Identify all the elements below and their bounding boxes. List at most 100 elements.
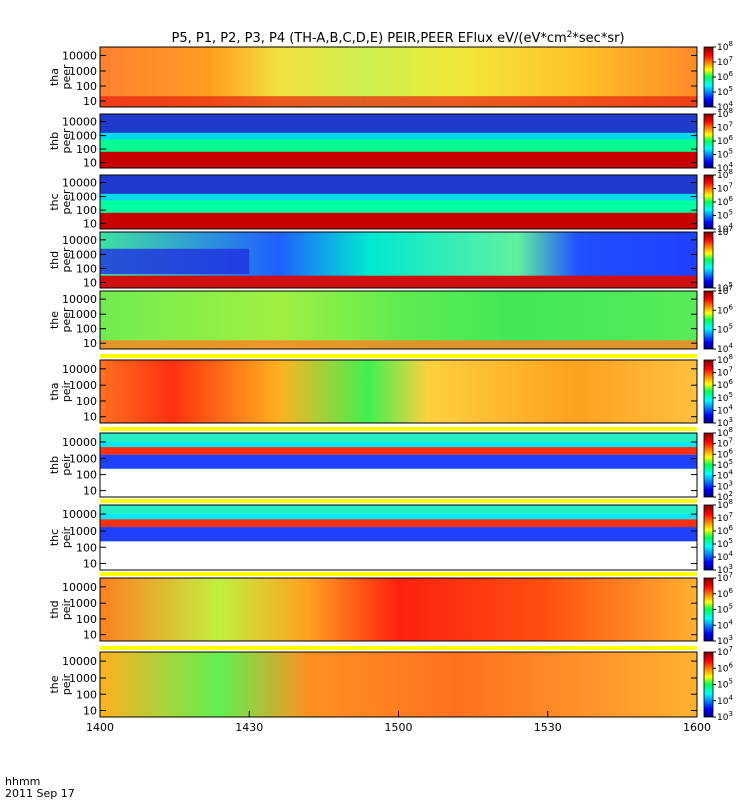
colorbar-tick-label: 106 xyxy=(717,195,733,208)
x-tick-label: 1530 xyxy=(534,721,562,734)
x-tick-label: 1500 xyxy=(385,721,413,734)
colorbar-tick-label: 104 xyxy=(717,222,733,235)
spectrogram-image xyxy=(100,578,697,641)
colorbar-tick-label: 108 xyxy=(717,107,733,120)
y-tick-label: 1000 xyxy=(69,379,97,392)
x-tick-label: 1600 xyxy=(683,721,711,734)
colorbar-tick-label: 107 xyxy=(717,437,733,450)
mid-energy-band xyxy=(100,193,697,201)
y-tick-label: 1000 xyxy=(69,597,97,610)
colorbar-tick-label: 105 xyxy=(717,458,733,471)
high-energy-band xyxy=(100,433,697,442)
low-energy-band xyxy=(100,275,697,288)
panel-frame xyxy=(99,113,698,169)
y-label-probe: thd xyxy=(48,600,61,618)
colorbar-tick-label: 105 xyxy=(717,148,733,161)
y-tick-label: 10000 xyxy=(62,581,97,594)
colorbar-tick-label: 107 xyxy=(717,511,733,524)
y-label-probe: the xyxy=(48,675,61,693)
y-label-species: peir xyxy=(60,454,73,476)
colorbar-tick-label: 105 xyxy=(717,209,733,222)
y-tick-label: 10 xyxy=(83,218,97,231)
colorbar-tick-label: 106 xyxy=(717,134,733,147)
colorbar-tick-label: 107 xyxy=(717,645,733,658)
colorbar-tick-label: 107 xyxy=(717,571,733,584)
y-label-probe: thb xyxy=(48,132,61,150)
colorbar-tick-label: 104 xyxy=(717,694,733,707)
colorbar-tick-label: 108 xyxy=(717,40,733,53)
blue-region xyxy=(100,248,250,274)
colorbar xyxy=(703,577,714,642)
y-tick-label: 10000 xyxy=(62,363,97,376)
y-label-species: peer xyxy=(60,64,73,90)
x-tick-label: 1400 xyxy=(86,721,114,734)
colorbar xyxy=(703,231,714,289)
colorbar-tick-label: 103 xyxy=(717,563,733,576)
no-data-region xyxy=(100,468,697,497)
spectrogram-image xyxy=(100,360,697,423)
title-text: P5, P1, P2, P3, P4 (TH-A,B,C,D,E) PEIR,P… xyxy=(171,31,566,46)
x-label-date: 2011 Sep 17 xyxy=(5,787,75,800)
panel-frame xyxy=(99,290,698,350)
low-energy-band xyxy=(100,212,697,229)
low-energy-band xyxy=(100,96,697,107)
colorbar-tick-label: 103 xyxy=(717,634,733,647)
colorbar-tick-label: 108 xyxy=(717,168,733,181)
x-axis: 1400 1430 1500 1530 1600 xyxy=(86,711,711,734)
panel-top-strip xyxy=(100,427,697,431)
y-label-probe: thc xyxy=(48,193,61,210)
y-tick-label: 1000 xyxy=(69,191,97,204)
y-tick-label: 10 xyxy=(83,705,97,718)
y-tick-label: 10 xyxy=(83,411,97,424)
panel-frame xyxy=(99,174,698,230)
y-tick-label: 100 xyxy=(76,143,97,156)
y-tick-label: 10000 xyxy=(62,436,97,449)
colorbar xyxy=(703,359,714,424)
colorbar-tick-label: 105 xyxy=(717,603,733,616)
panel-frame xyxy=(99,504,698,571)
y-tick-label: 1000 xyxy=(69,248,97,261)
y-label-species: peir xyxy=(60,673,73,695)
colorbar-tick-label: 104 xyxy=(717,403,733,416)
panel-frame xyxy=(99,577,698,642)
colorbar xyxy=(703,113,714,169)
colorbar-tick-label: 105 xyxy=(717,537,733,550)
y-tick-label: 10 xyxy=(83,276,97,289)
no-data-region xyxy=(100,541,697,570)
title-tail: *sec*sr) xyxy=(572,31,624,46)
panel-frame xyxy=(99,46,698,108)
y-tick-label: 100 xyxy=(76,469,97,482)
y-tick-label: 10000 xyxy=(62,116,97,129)
colorbar-tick-label: 107 xyxy=(717,121,733,134)
colorbar-tick-label: 105 xyxy=(717,281,733,294)
colorbar-tick-label: 105 xyxy=(717,85,733,98)
low-energy-band xyxy=(100,151,697,168)
y-label-probe: the xyxy=(48,311,61,329)
y-tick-label: 10000 xyxy=(62,655,97,668)
y-tick-label: 100 xyxy=(76,204,97,217)
panel-top-strip xyxy=(100,646,697,650)
colorbar-tick-label: 104 xyxy=(717,100,733,113)
colorbar xyxy=(703,174,714,230)
colorbar-tick-label: 108 xyxy=(717,353,733,366)
colorbar-tick-label: 103 xyxy=(717,710,733,723)
y-label-probe: thb xyxy=(48,456,61,474)
y-label-species: peer xyxy=(60,247,73,273)
y-label-species: peir xyxy=(60,380,73,402)
y-tick-label: 100 xyxy=(76,323,97,336)
colorbar-tick-label: 106 xyxy=(717,661,733,674)
colorbar-tick-label: 106 xyxy=(717,378,733,391)
x-label-hhmm: hhmm xyxy=(5,775,40,788)
panel-top-strip xyxy=(100,354,697,358)
y-tick-label: 100 xyxy=(76,541,97,554)
y-tick-label: 10000 xyxy=(62,49,97,62)
colorbar-tick-label: 106 xyxy=(717,447,733,460)
colorbar-tick-label: 104 xyxy=(717,161,733,174)
